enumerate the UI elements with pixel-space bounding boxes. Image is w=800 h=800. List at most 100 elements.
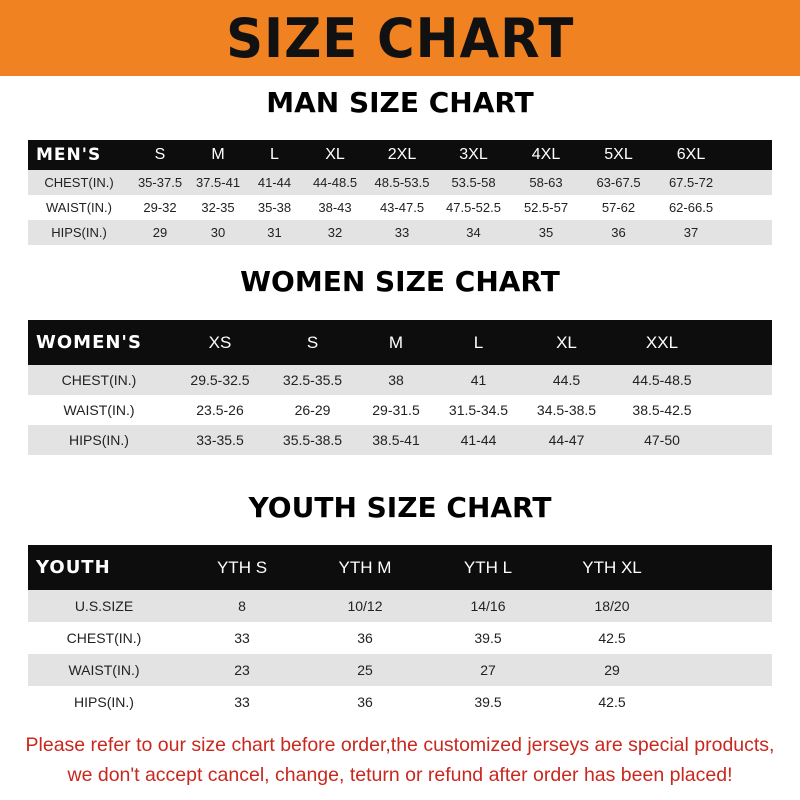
measurement-cell: 29: [604, 662, 620, 678]
size-chart-banner: SIZE CHART: [0, 0, 800, 76]
size-header: L: [270, 146, 279, 163]
measurement-cell: 25: [357, 662, 373, 678]
measurement-cell: 53.5-58: [451, 175, 496, 190]
measurement-cell: 38: [388, 372, 404, 388]
size-header: M: [211, 146, 225, 163]
measurement-cell: 35-37.5: [137, 175, 183, 190]
measurement-cell: 39.5: [474, 694, 502, 710]
measurement-cell: 35-38: [257, 200, 292, 215]
measurement-cell: 67.5-72: [668, 175, 714, 190]
measurement-cell: 57-62: [601, 200, 636, 215]
measurement-cell: 14/16: [470, 598, 506, 614]
notice-line-1: Please refer to our size chart before or…: [25, 734, 775, 756]
row-label: WAIST(IN.): [68, 662, 140, 678]
measurement-cell: 38.5-42.5: [632, 402, 692, 418]
measurement-cell: 26-29: [294, 402, 331, 418]
measurement-cell: 10/12: [347, 598, 383, 614]
banner-title: SIZE CHART: [225, 6, 575, 70]
measurement-cell: 41-44: [460, 432, 497, 448]
table-row: WAIST(IN.) 23.5-26 26-29 29-31.5 31.5-34.5 34…: [28, 395, 772, 425]
row-label: WAIST(IN.): [46, 200, 112, 215]
row-label: CHEST(IN.): [66, 630, 142, 646]
measurement-cell: 47-50: [644, 432, 680, 448]
measurement-cell: 58-63: [529, 175, 563, 190]
table-row: HIPS(IN.) 33 36 39.5 42.5: [28, 686, 772, 718]
header-label: YOUTH: [36, 557, 111, 578]
header-label: MEN'S: [36, 145, 102, 165]
measurement-cell: 33: [234, 630, 250, 646]
size-header: M: [388, 332, 404, 352]
table-header-row: YOUTH YTH S YTH M YTH L YTH XL: [28, 545, 772, 590]
notice-line-2: we don't accept cancel, change, teturn o…: [67, 764, 733, 786]
measurement-cell: 44-47: [548, 432, 585, 448]
measurement-cell: 31.5-34.5: [448, 402, 509, 418]
size-header: YTH M: [338, 557, 392, 577]
measurement-cell: 32.5-35.5: [282, 372, 343, 388]
size-header: L: [473, 332, 484, 352]
measurement-cell: 8: [238, 598, 246, 614]
size-header: 2XL: [387, 146, 417, 163]
measurement-cell: 48.5-53.5: [374, 175, 430, 190]
size-header: XL: [556, 332, 577, 352]
row-label: CHEST(IN.): [44, 175, 114, 190]
measurement-cell: 33: [394, 225, 410, 240]
size-header: YTH L: [463, 557, 513, 577]
measurement-cell: 52.5-57: [523, 200, 569, 215]
measurement-cell: 34.5-38.5: [536, 402, 597, 418]
measurement-cell: 35.5-38.5: [282, 432, 343, 448]
table-row: CHEST(IN.) 29.5-32.5 32.5-35.5 38 41 44.5 44.5…: [28, 365, 772, 395]
women-section-title: WOMEN SIZE CHART: [240, 265, 560, 298]
size-header: YTH XL: [582, 557, 642, 577]
measurement-cell: 36: [357, 630, 373, 646]
measurement-cell: 29: [152, 225, 168, 240]
size-header: 6XL: [676, 146, 706, 163]
row-label: HIPS(IN.): [51, 225, 107, 240]
measurement-cell: 38-43: [318, 200, 352, 215]
measurement-cell: 34: [466, 225, 481, 240]
measurement-cell: 44-48.5: [312, 175, 358, 190]
men-section-title: MAN SIZE CHART: [266, 86, 534, 119]
table-row: WAIST(IN.) 29-32 32-35 35-38 38-43 43-47.5 47.…: [28, 195, 772, 220]
size-header: 4XL: [531, 146, 561, 163]
row-label: HIPS(IN.): [69, 432, 129, 448]
table-row: U.S.SIZE 8 10/12 14/16 18/20: [28, 590, 772, 622]
table-row: HIPS(IN.) 33-35.5 35.5-38.5 38.5-41 41-44 44-…: [28, 425, 772, 455]
measurement-cell: 42.5: [598, 630, 626, 646]
measurement-cell: 41: [470, 372, 487, 388]
size-header: S: [154, 146, 166, 163]
size-header: 5XL: [604, 146, 633, 163]
measurement-cell: 37.5-41: [195, 175, 241, 190]
size-header: XXL: [645, 332, 679, 352]
measurement-cell: 18/20: [594, 598, 630, 614]
measurement-cell: 63-67.5: [596, 175, 641, 190]
youth-size-table: YOUTH YTH S YTH M YTH L YTH XL U.S.SIZE 8 10/12…: [28, 545, 772, 718]
measurement-cell: 23.5-26: [196, 402, 244, 418]
table-row: CHEST(IN.) 33 36 39.5 42.5: [28, 622, 772, 654]
row-label: HIPS(IN.): [74, 694, 134, 710]
table-row: CHEST(IN.) 35-37.5 37.5-41 41-44 44-48.5 48.5…: [28, 170, 772, 195]
measurement-cell: 29.5-32.5: [190, 372, 250, 388]
measurement-cell: 23: [234, 662, 250, 678]
measurement-cell: 38.5-41: [372, 432, 420, 448]
measurement-cell: 47.5-52.5: [446, 200, 501, 215]
row-label: CHEST(IN.): [61, 372, 137, 388]
size-header: YTH S: [216, 557, 268, 577]
measurement-cell: 42.5: [598, 694, 626, 710]
women-size-table: WOMEN'S XS S M L XL XXL CHEST(IN.) 29.5-32.5 32.5…: [28, 320, 772, 455]
measurement-cell: 41-44: [257, 175, 292, 190]
measurement-cell: 35: [538, 225, 554, 240]
table-header-row: WOMEN'S XS S M L XL XXL: [28, 320, 772, 365]
measurement-cell: 43-47.5: [379, 200, 425, 215]
size-header: XS: [208, 332, 232, 352]
measurement-cell: 36: [357, 694, 373, 710]
size-header: S: [306, 332, 319, 352]
measurement-cell: 37: [683, 225, 699, 240]
table-header-row: MEN'S S M L XL 2XL 3XL 4XL 5XL 6XL: [28, 140, 772, 170]
measurement-cell: 32: [327, 225, 343, 240]
youth-section-title: YOUTH SIZE CHART: [248, 491, 552, 524]
size-header: 3XL: [459, 146, 488, 163]
measurement-cell: 30: [210, 225, 226, 240]
measurement-cell: 29-31.5: [372, 402, 420, 418]
header-label: WOMEN'S: [36, 332, 142, 353]
measurement-cell: 29-32: [143, 200, 177, 215]
